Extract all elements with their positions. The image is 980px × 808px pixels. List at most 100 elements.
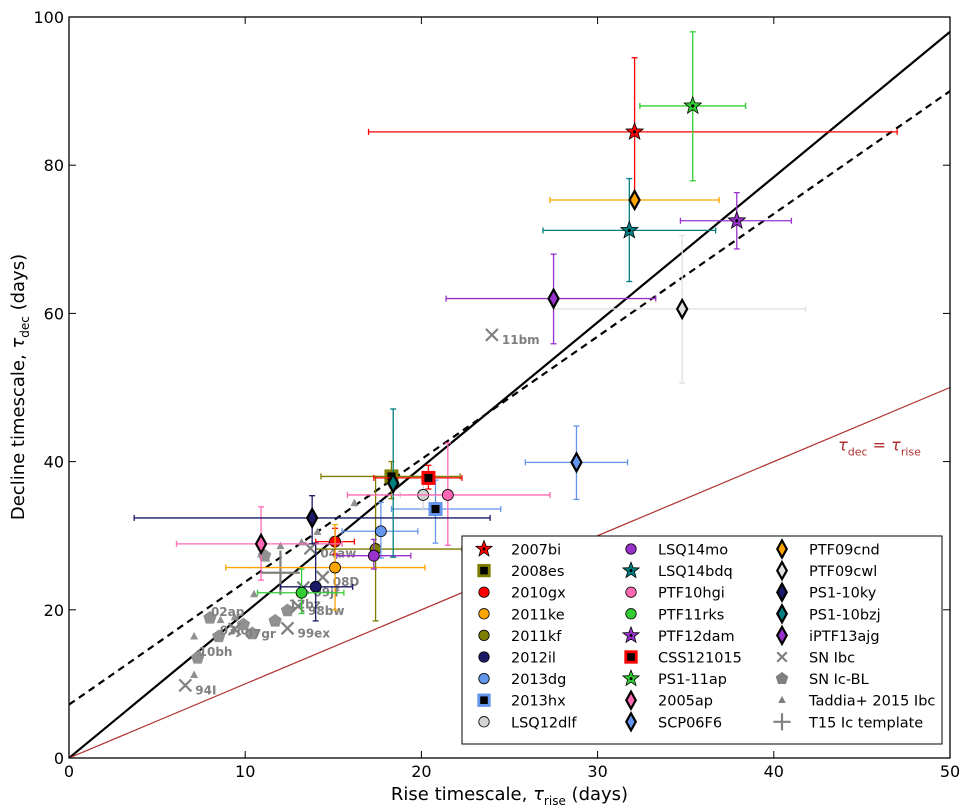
plot-frame (68, 16, 951, 759)
x-axis-label-sub: rise (544, 794, 566, 808)
marker-PS1-10ky (305, 506, 319, 530)
ibc-point-5 (280, 621, 295, 636)
marker-PS1-10bzj (386, 471, 400, 495)
marker-PTF10hgi (441, 489, 454, 501)
y-axis-label-main: Decline timescale, (8, 349, 29, 521)
eq-equals: = (868, 435, 892, 454)
legend-marker-LSQ14mo (625, 543, 637, 555)
legend-marker-2007bi-core (482, 547, 486, 551)
marker-PTF09cnd (628, 188, 641, 212)
legend-marker-SN-Ic-BL (775, 672, 789, 684)
legend-label-PTF12dam: PTF12dam (658, 629, 735, 645)
legend-marker-iPTF13ajg (775, 624, 789, 647)
y-axis-label-sub: dec (18, 316, 32, 338)
legend-label-PTF09cnd: PTF09cnd (809, 543, 880, 559)
point-CSS121015 (373, 464, 463, 490)
point-PS1-10ky (133, 495, 491, 545)
legend-marker-2013dg (478, 672, 490, 685)
ibc-point-7 (178, 678, 193, 693)
x-axis-label-unit: (days) (566, 784, 628, 805)
legend-label-PS1-11ap: PS1-11ap (658, 672, 727, 688)
ibc-label-5: 99ex (297, 626, 330, 640)
x-tick-label-50: 50 (940, 762, 960, 781)
marker-2011ke (329, 561, 341, 574)
icbl-label-0: 02ap (211, 605, 245, 619)
y-tick-label-100: 100 (33, 8, 64, 27)
legend-marker-PTF11rks (625, 608, 637, 620)
legend-label-T15-Ic-template: T15 Ic template (808, 715, 923, 731)
taddia-point-11 (350, 498, 359, 507)
legend-label-2012il: 2012il (511, 651, 556, 667)
legend-label-PTF10hgi: PTF10hgi (658, 586, 725, 602)
x-axis-label: Rise timescale, τrise (days) (391, 784, 628, 808)
x-tick-label-40: 40 (764, 762, 784, 781)
marker-PS1-11ap-core (691, 104, 695, 108)
legend-label-LSQ12dlf: LSQ12dlf (511, 715, 577, 731)
legend-label-2011kf: 2011kf (511, 629, 562, 645)
legend-box (461, 535, 943, 745)
marker-2012il (309, 580, 322, 593)
x-axis-label-symbol: τ (533, 784, 544, 805)
y-tick-label-20: 20 (44, 601, 64, 620)
legend-marker-Taddia-2015-Ibc (778, 695, 786, 704)
taddia-point-8 (276, 541, 285, 550)
point-2013dg (341, 501, 419, 559)
legend-marker-2013hx-core (480, 696, 488, 704)
taddia-point-4 (230, 612, 239, 621)
y-tick-label-60: 60 (44, 304, 64, 323)
marker-PTF11rks (295, 586, 308, 599)
minor-points: 02ap12bz03jd10bh11bm04aw08D09jf98bw99ex0… (178, 328, 540, 697)
ibc-point-6 (227, 622, 242, 636)
point-PTF10hgi (346, 442, 551, 546)
x-tick-label-0: 0 (64, 762, 74, 781)
point-PTF09cnd (549, 188, 720, 212)
icbl-point-2 (212, 629, 226, 643)
point-2013hx (390, 479, 502, 544)
y-tick-label-0: 0 (54, 749, 64, 768)
x-tick-label-30: 30 (587, 762, 607, 781)
legend-label-LSQ14bdq: LSQ14bdq (658, 564, 733, 580)
equality-line-label: τdec = τrise (838, 435, 921, 458)
legend-marker-2012il (478, 651, 490, 663)
legend-label-PS1-10ky: PS1-10ky (809, 586, 877, 602)
legend-marker-PS1-11ap-core (629, 677, 633, 681)
legend-label-PS1-10bzj: PS1-10bzj (809, 607, 881, 623)
icbl-point-6 (268, 613, 282, 627)
point-2011ke (225, 523, 426, 611)
marker-LSQ14bdq-core (627, 228, 631, 233)
legend-marker-2008es-core (480, 566, 488, 575)
ibc-label-6: 07gr (245, 627, 276, 641)
y-axis-label-unit: (days) (8, 254, 29, 316)
legend-marker-SN-Ibc (776, 651, 788, 663)
legend-label-LSQ14mo: LSQ14mo (658, 543, 728, 559)
x-tick-label-10: 10 (235, 762, 255, 781)
legend-marker-PTF09cwl (775, 559, 789, 582)
marker-2007bi-core (633, 130, 637, 134)
point-2012il (279, 542, 354, 622)
legend-marker-LSQ14bdq-core (629, 569, 633, 573)
legend-marker-LSQ12dlf (478, 716, 490, 728)
point-PS1-11ap (639, 31, 747, 182)
point-LSQ14bdq (542, 177, 717, 283)
legend-marker-CSS121015-core (627, 653, 635, 661)
legend-marker-PTF09cnd (775, 538, 789, 560)
icbl-point-0 (203, 611, 217, 624)
legend-marker-T15-Ic-template (773, 713, 791, 731)
taddia-point-2 (190, 670, 199, 679)
legend-label-2013dg: 2013dg (511, 672, 566, 688)
legend-marker-2010gx (478, 586, 490, 598)
data-points (133, 31, 898, 622)
legend-label-2008es: 2008es (511, 564, 564, 580)
icbl-point-3 (191, 651, 205, 664)
ibc-label-1: 04aw (320, 546, 356, 560)
legend-marker-2011ke (478, 608, 490, 620)
y-tick-label-80: 80 (44, 156, 64, 175)
point-SCP06F6 (524, 425, 629, 501)
point-PTF12dam (679, 191, 793, 250)
legend-label-2010gx: 2010gx (511, 586, 566, 602)
point-LSQ14mo (336, 538, 412, 570)
icbl-point-4 (236, 617, 251, 631)
marker-CSS121015-core (424, 473, 433, 482)
y-axis-label: Decline timescale, τdec (days) (8, 254, 32, 520)
